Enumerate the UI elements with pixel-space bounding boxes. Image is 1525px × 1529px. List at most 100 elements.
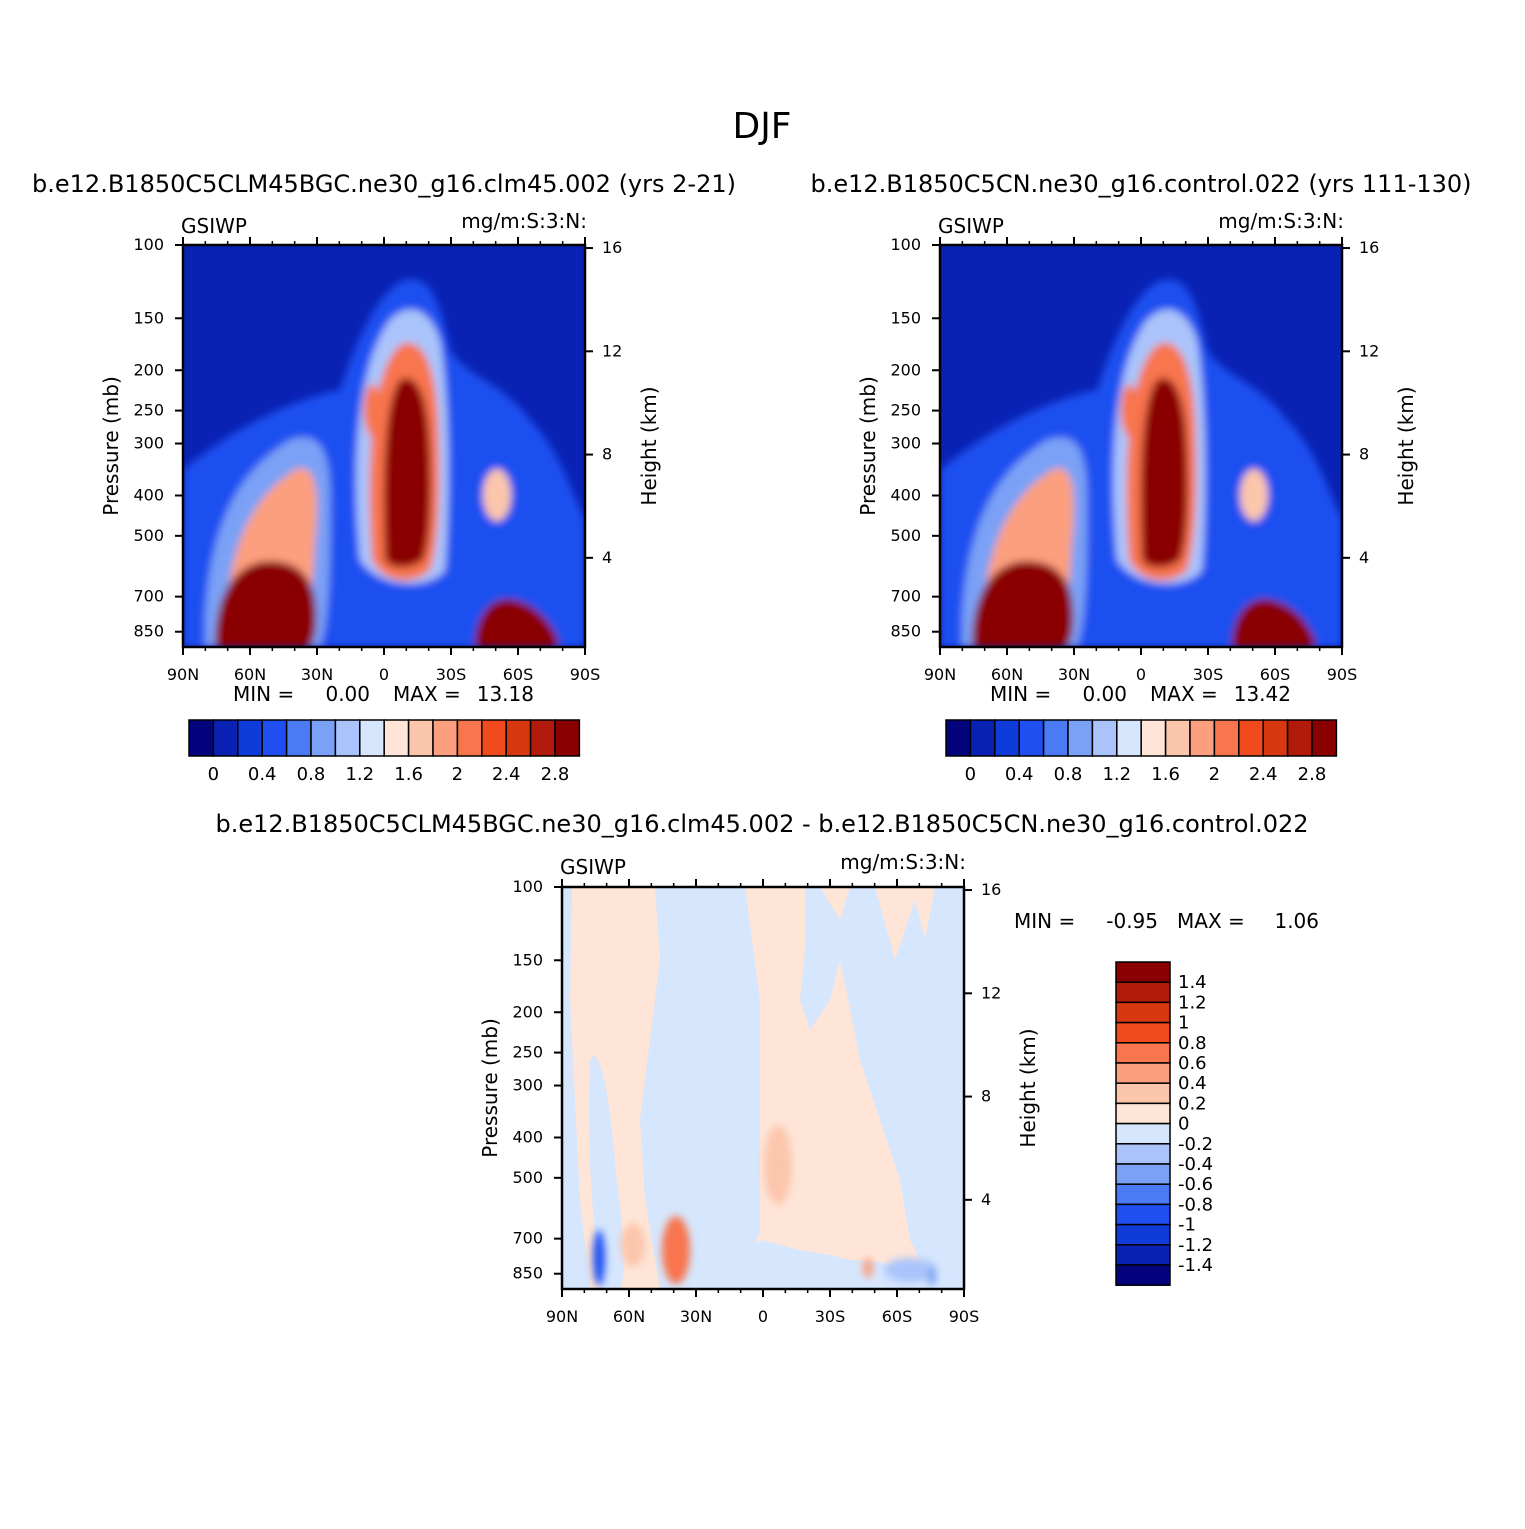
lat-tick-label: 60N — [613, 1307, 645, 1326]
colorbar-label: 1.6 — [394, 764, 423, 785]
pressure-tick-label: 250 — [890, 401, 921, 420]
field-contour — [1232, 599, 1315, 647]
colorbar-box — [285, 719, 312, 757]
colorbar-box — [310, 719, 337, 757]
colorbar-box — [1238, 719, 1264, 757]
colorbar-label: 2 — [1209, 764, 1220, 785]
panel-a-max-label: MAX = — [393, 682, 461, 706]
colorbar-label: -1.2 — [1178, 1235, 1213, 1256]
colorbar-label: 2.4 — [1249, 764, 1278, 785]
panel-b-units-label: mg/m:S:3:N: — [1218, 209, 1344, 233]
colorbar-box — [1067, 719, 1094, 757]
colorbar-box — [1140, 719, 1167, 757]
lat-tick-label: 30S — [815, 1307, 846, 1326]
panel-b-colorbar: 0 0.4 0.8 1.2 1.6 2 2.4 2.8 — [945, 719, 1338, 785]
lat-tick-label: 60S — [1260, 665, 1291, 684]
panel-a-axes: 100 150 200 250 300 400 500 700 850 16 12 8 4 90N 60N 3… — [133, 235, 622, 684]
height-tick-label: 4 — [602, 548, 612, 567]
colorbar-label: -0.8 — [1178, 1194, 1213, 1215]
colorbar-label: -1.4 — [1178, 1255, 1213, 1276]
field-contour — [1140, 378, 1188, 568]
colorbar-box — [481, 719, 507, 757]
pressure-tick-label: 400 — [133, 486, 164, 505]
colorbar-box — [1115, 1143, 1171, 1165]
height-tick-label: 4 — [981, 1190, 991, 1209]
colorbar-box — [945, 719, 972, 757]
colorbar-box — [529, 719, 556, 757]
pressure-tick-label: 500 — [133, 526, 164, 545]
panel-b: b.e12.B1850C5CN.ne30_g16.control.022 (yr… — [810, 170, 1471, 785]
colorbar-box — [261, 719, 288, 757]
field-contour — [662, 1216, 690, 1284]
panel-a-min-label: MIN = — [233, 682, 294, 706]
colorbar-box — [1115, 1223, 1171, 1246]
colorbar-label: 0.6 — [1178, 1053, 1207, 1074]
colorbar-label: -0.4 — [1178, 1154, 1213, 1175]
lat-tick-label: 90N — [924, 665, 956, 684]
colorbar-label: -0.6 — [1178, 1174, 1213, 1195]
pressure-tick-label: 150 — [512, 950, 543, 969]
colorbar-label: 0.8 — [1054, 764, 1083, 785]
colorbar-label: 1.2 — [345, 764, 374, 785]
colorbar-box — [1116, 719, 1142, 757]
colorbar-label: 1 — [1178, 1013, 1189, 1034]
colorbar-box — [1115, 1244, 1171, 1266]
colorbar-label: 0.4 — [1178, 1073, 1207, 1094]
colorbar-label: 1.2 — [1178, 992, 1207, 1013]
height-tick-label: 8 — [981, 1087, 991, 1106]
field-contour — [1121, 384, 1137, 436]
lat-tick-label: 90N — [167, 665, 199, 684]
field-contour — [475, 599, 558, 647]
height-tick-label: 8 — [1359, 445, 1369, 464]
colorbar-box — [1115, 1082, 1171, 1105]
lat-tick-label: 90N — [546, 1307, 578, 1326]
field-contour — [588, 1056, 625, 1289]
colorbar-box — [334, 719, 361, 757]
height-tick-label: 12 — [981, 983, 1001, 1002]
colorbar-box — [969, 719, 996, 757]
panel-b-y2label: Height (km) — [1394, 386, 1418, 505]
panel-c-min-label: MIN = — [1014, 909, 1075, 933]
field-contour — [593, 1230, 605, 1286]
colorbar-box — [1115, 1001, 1171, 1024]
pressure-tick-label: 100 — [133, 235, 164, 254]
colorbar-box — [432, 719, 459, 757]
colorbar-label: -0.2 — [1178, 1134, 1213, 1155]
height-tick-label: 12 — [1359, 341, 1379, 360]
panel-a-min-value: 0.00 — [325, 682, 370, 706]
panel-c-y2label: Height (km) — [1016, 1028, 1040, 1147]
colorbar-label: -1 — [1178, 1215, 1196, 1236]
colorbar-box — [1115, 1264, 1171, 1286]
panel-c-variable-label: GSIWP — [560, 855, 626, 879]
panel-c-min-value: -0.95 — [1106, 909, 1158, 933]
field-contour — [884, 1258, 936, 1282]
field-contour — [621, 1223, 645, 1267]
panel-a-subtitle: b.e12.B1850C5CLM45BGC.ne30_g16.clm45.002… — [32, 170, 736, 198]
colorbar-label: 0 — [965, 764, 976, 785]
lat-tick-label: 0 — [1136, 665, 1146, 684]
lat-tick-label: 30S — [436, 665, 467, 684]
panel-b-max-label: MAX = — [1150, 682, 1218, 706]
pressure-tick-label: 400 — [512, 1128, 543, 1147]
panel-c-axes: 100 150 200 250 300 400 500 700 850 16 12 8 4 90N 60N 3… — [512, 877, 1001, 1326]
panel-c: b.e12.B1850C5CLM45BGC.ne30_g16.clm45.002… — [215, 810, 1319, 1326]
field-contour — [928, 1266, 936, 1286]
field-contour — [764, 1125, 792, 1205]
height-tick-label: 16 — [981, 880, 1001, 899]
panel-b-min-value: 0.00 — [1082, 682, 1127, 706]
pressure-tick-label: 150 — [890, 308, 921, 327]
lat-tick-label: 60S — [503, 665, 534, 684]
colorbar-box — [1091, 719, 1118, 757]
panel-a-field — [183, 245, 585, 647]
pressure-tick-label: 700 — [890, 587, 921, 606]
pressure-tick-label: 250 — [133, 401, 164, 420]
pressure-tick-label: 150 — [133, 308, 164, 327]
colorbar-box — [407, 719, 434, 757]
colorbar-box — [1115, 1062, 1171, 1084]
colorbar-box — [188, 719, 215, 757]
lat-tick-label: 0 — [379, 665, 389, 684]
colorbar-label: 0 — [208, 764, 219, 785]
pressure-tick-label: 200 — [512, 1002, 543, 1021]
pressure-tick-label: 100 — [890, 235, 921, 254]
height-tick-label: 16 — [1359, 238, 1379, 257]
